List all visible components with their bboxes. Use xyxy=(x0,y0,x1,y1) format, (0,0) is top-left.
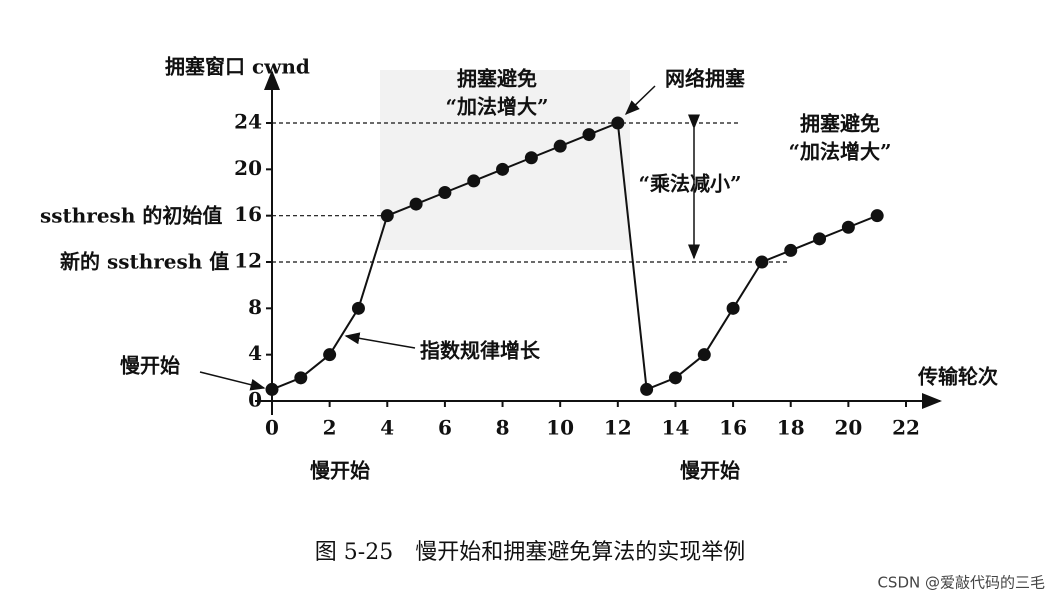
data-point xyxy=(870,209,884,223)
data-point xyxy=(726,301,740,315)
y-tick-label: 16 xyxy=(234,202,262,226)
pointer xyxy=(344,332,416,349)
watermark: CSDN @爱敲代码的三毛 xyxy=(877,574,1045,592)
data-point xyxy=(467,174,481,188)
y-tick-label: 24 xyxy=(234,110,262,134)
data-point xyxy=(265,382,279,396)
data-point xyxy=(524,151,538,165)
x-tick-label: 2 xyxy=(323,416,337,440)
annotation: 慢开始 xyxy=(120,354,180,378)
data-point xyxy=(351,301,365,315)
annotation: 慢开始 xyxy=(310,459,370,483)
annotation: 拥塞窗口 cwnd xyxy=(165,55,310,79)
x-tick-label: 22 xyxy=(892,416,920,440)
x-tick-label: 10 xyxy=(546,416,574,440)
annotation: 网络拥塞 xyxy=(665,67,746,91)
data-point xyxy=(294,371,308,385)
caption: 图 5-25 慢开始和拥塞避免算法的实现举例 xyxy=(315,540,745,565)
data-point xyxy=(668,371,682,385)
annotation: 指数规律增长 xyxy=(420,339,541,363)
data-point xyxy=(380,209,394,223)
data-point xyxy=(784,243,798,257)
data-point xyxy=(409,197,423,211)
annotation: 新的 ssthresh 值 xyxy=(60,250,229,274)
x-tick-label: 8 xyxy=(496,416,510,440)
pointer xyxy=(199,371,266,391)
data-point xyxy=(553,139,567,153)
data-point xyxy=(841,220,855,234)
annotation: 传输轮次 xyxy=(917,365,998,389)
data-point xyxy=(582,128,596,142)
x-tick-label: 18 xyxy=(777,416,805,440)
y-tick-label: 0 xyxy=(248,388,262,412)
x-tick-label: 6 xyxy=(438,416,452,440)
annotation: “加法增大” xyxy=(445,95,548,119)
data-point xyxy=(323,348,337,362)
data-point xyxy=(611,116,625,130)
pointer xyxy=(624,85,656,116)
x-tick-label: 12 xyxy=(604,416,632,440)
y-tick-label: 12 xyxy=(234,249,262,273)
data-point xyxy=(438,186,452,199)
data-point xyxy=(496,162,510,176)
y-tick-label: 8 xyxy=(248,295,262,319)
y-tick-label: 20 xyxy=(234,156,262,180)
annotation: 拥塞避免 xyxy=(800,112,880,136)
x-tick-label: 16 xyxy=(719,416,747,440)
data-point xyxy=(697,348,711,362)
data-point xyxy=(755,255,769,269)
annotation: “加法增大” xyxy=(788,140,891,164)
x-tick-label: 14 xyxy=(662,416,690,440)
annotation: 拥塞避免 xyxy=(457,67,537,91)
x-tick-label: 20 xyxy=(834,416,862,440)
x-tick-label: 4 xyxy=(380,416,394,440)
annotation: ssthresh 的初始值 xyxy=(40,204,222,228)
data-point xyxy=(640,382,654,396)
y-tick-label: 4 xyxy=(248,341,262,365)
x-tick-label: 0 xyxy=(265,416,279,440)
data-point xyxy=(813,232,827,246)
annotation: 慢开始 xyxy=(680,459,740,483)
shade xyxy=(380,70,630,250)
series-line xyxy=(271,121,878,391)
annotation: “乘法减小” xyxy=(638,172,741,196)
